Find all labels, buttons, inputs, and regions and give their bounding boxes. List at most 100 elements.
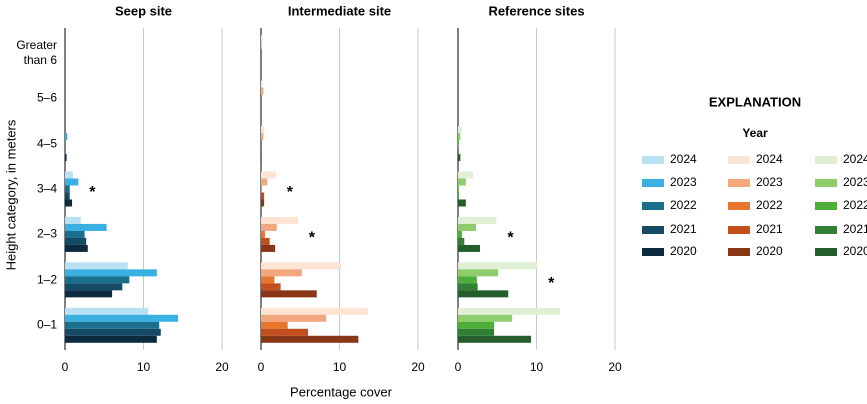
legend-subtitle: Year [742,126,768,140]
bar [65,171,73,179]
bar [458,262,538,270]
bar [458,307,561,315]
bar [458,154,461,162]
y-axis-label: Height category, in meters [3,119,18,270]
bar [261,223,277,231]
annotation: * [89,184,96,201]
legend-label: 2024 [756,152,783,166]
legend-title: EXPLANATION [709,94,801,109]
bar [261,230,265,238]
bar [458,276,477,284]
bar [458,335,532,343]
y-tick-label: Greater than 6 [16,37,57,67]
bar [261,35,263,43]
legend-swatch [728,202,750,210]
bar [65,283,123,291]
legend-label: 2024 [670,152,697,166]
y-tick-label: 4–5 [36,136,57,151]
x-tick-label: 10 [530,360,544,374]
bar [261,290,317,298]
legend-swatch [728,226,750,234]
bar [458,314,513,322]
legend-label: 2023 [756,175,783,189]
legend-swatch [642,202,664,210]
bar [261,307,368,315]
annotation: * [309,230,316,247]
bar [261,335,359,343]
bar [65,230,85,238]
panel-title: Reference sites [488,3,584,18]
bar [261,87,264,95]
bar [261,192,265,200]
bar [261,42,262,50]
bar [458,192,459,200]
bar [65,307,149,315]
annotation: * [548,275,555,292]
bar [261,178,268,186]
bar [261,328,309,336]
bar [65,199,73,207]
legend-swatch [728,248,750,256]
y-tick-label: 5–6 [36,90,57,105]
legend-swatch [815,202,837,210]
bar [65,262,128,270]
bar [261,126,265,134]
legend-label: 2022 [756,198,783,212]
legend-label: 2020 [670,244,697,258]
panel-title: Seep site [115,3,172,18]
bar [65,178,79,186]
bar [65,244,88,252]
bar [458,269,499,277]
bar [458,321,495,329]
bar [458,185,459,193]
legend-swatch [728,156,750,164]
bar [65,133,68,141]
legend-label: 2020 [756,244,783,258]
x-tick-label: 20 [215,360,229,374]
legend-label: 2021 [670,222,697,236]
legend-swatch [728,179,750,187]
bar [65,237,87,245]
x-tick-label: 0 [258,360,265,374]
bar [261,216,298,224]
bar [65,290,113,298]
legend-swatch [642,179,664,187]
legend-swatch [815,179,837,187]
bar [458,223,477,231]
bar [458,140,459,148]
legend-label: 2024 [843,152,867,166]
bar [65,223,107,231]
legend-swatch [815,248,837,256]
legend-swatch [642,226,664,234]
legend-swatch [642,156,664,164]
bar [458,178,466,186]
legend-label: 2021 [756,222,783,236]
x-tick-label: 10 [137,360,151,374]
bar [261,185,262,193]
bar [458,126,462,134]
bar [458,290,509,298]
bar [65,154,67,162]
annotation: * [507,230,514,247]
bar [458,171,473,179]
legend-label: 2023 [843,175,867,189]
bar [458,230,462,238]
x-tick-label: 10 [333,360,347,374]
x-tick-label: 0 [62,360,69,374]
bar [458,283,478,291]
bar [458,237,465,245]
bar [261,133,264,141]
bar [458,328,495,336]
legend-swatch [815,156,837,164]
y-tick-label: 1–2 [36,272,57,287]
y-tick-label: 0–1 [36,317,57,332]
x-axis-label: Percentage cover [290,384,393,399]
legend-label: 2022 [670,198,697,212]
bar [458,133,461,141]
bar [65,192,70,200]
bar [261,262,342,270]
legend-label: 2022 [843,198,867,212]
bar [458,244,480,252]
x-tick-label: 20 [608,360,622,374]
bar [261,321,288,329]
